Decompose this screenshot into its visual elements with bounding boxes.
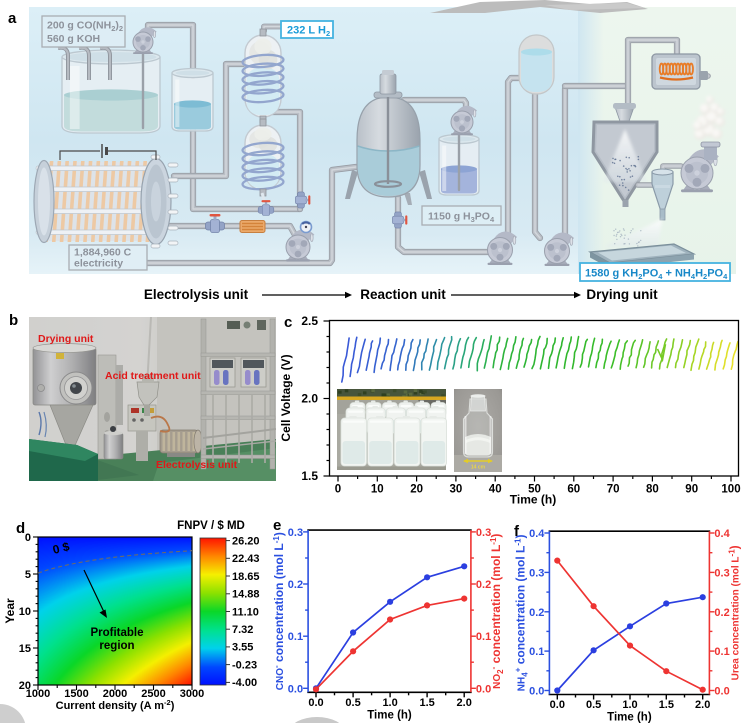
svg-text:90: 90 [685, 484, 698, 496]
svg-text:10: 10 [19, 606, 31, 618]
svg-text:0: 0 [25, 532, 31, 544]
svg-text:15: 15 [19, 643, 31, 655]
svg-text:a: a [8, 10, 17, 27]
svg-text:26.20: 26.20 [232, 535, 260, 547]
svg-text:Time (h): Time (h) [367, 709, 412, 721]
svg-text:7.32: 7.32 [232, 624, 253, 636]
svg-text:0.2: 0.2 [714, 607, 729, 619]
svg-text:560 g KOH: 560 g KOH [47, 33, 100, 45]
svg-text:20: 20 [19, 680, 31, 692]
svg-text:0.1: 0.1 [476, 631, 491, 643]
svg-text:1,884,960 C: 1,884,960 C [74, 247, 132, 259]
svg-text:2500: 2500 [141, 688, 165, 700]
svg-text:1.5: 1.5 [420, 697, 435, 709]
svg-text:Acid treatment unit: Acid treatment unit [105, 370, 201, 382]
svg-text:Time (h): Time (h) [607, 712, 652, 723]
svg-text:1000: 1000 [26, 688, 50, 700]
svg-text:Drying unit: Drying unit [38, 333, 94, 345]
svg-text:0.4: 0.4 [529, 528, 545, 540]
svg-text:1.0: 1.0 [382, 697, 397, 709]
svg-text:electricity: electricity [74, 258, 123, 270]
svg-text:2000: 2000 [103, 688, 127, 700]
svg-text:232 L H2​: 232 L H2​ [287, 25, 330, 39]
svg-text:Current density (A m-2): Current density (A m-2) [56, 698, 175, 712]
svg-text:0.0: 0.0 [476, 683, 491, 695]
svg-text:200 g CO(NH2​)2​: 200 g CO(NH2​)2​ [47, 20, 123, 34]
svg-text:3000: 3000 [180, 688, 204, 700]
svg-text:80: 80 [646, 484, 659, 496]
svg-text:1.0: 1.0 [622, 699, 637, 711]
svg-text:0.0: 0.0 [550, 699, 565, 711]
svg-text:11.10: 11.10 [232, 606, 259, 618]
svg-text:Electrolysis unit: Electrolysis unit [144, 287, 249, 302]
svg-text:1.5: 1.5 [659, 699, 674, 711]
svg-text:-0.23: -0.23 [232, 659, 257, 671]
svg-text:0.1: 0.1 [714, 646, 729, 658]
svg-text:14.88: 14.88 [232, 589, 260, 601]
svg-text:14 cm: 14 cm [471, 465, 486, 471]
svg-text:Cell Voltage (V): Cell Voltage (V) [279, 354, 293, 441]
svg-text:22.43: 22.43 [232, 553, 260, 565]
svg-text:60: 60 [567, 484, 580, 496]
svg-text:1500: 1500 [64, 688, 88, 700]
svg-text:0.2: 0.2 [529, 607, 544, 619]
svg-text:d: d [16, 520, 25, 537]
svg-text:20: 20 [410, 484, 423, 496]
svg-text:NH4+ concentration (mol L-1): NH4+ concentration (mol L-1) [513, 534, 529, 691]
svg-text:0.1: 0.1 [529, 646, 544, 658]
svg-text:50: 50 [528, 484, 541, 496]
svg-text:Time (h): Time (h) [510, 493, 556, 507]
svg-text:0.2: 0.2 [476, 579, 491, 591]
svg-text:Reaction unit: Reaction unit [360, 287, 446, 302]
svg-text:10: 10 [371, 484, 384, 496]
svg-text:0: 0 [335, 484, 341, 496]
svg-text:0.0: 0.0 [714, 686, 729, 698]
svg-text:0.3: 0.3 [714, 567, 729, 579]
svg-text:0.3: 0.3 [529, 567, 544, 579]
svg-text:0.3: 0.3 [476, 527, 491, 539]
svg-text:5: 5 [25, 569, 31, 581]
svg-text:0.1: 0.1 [288, 631, 303, 643]
svg-text:100: 100 [721, 484, 740, 496]
svg-text:2.0: 2.0 [301, 392, 318, 406]
svg-text:f: f [514, 523, 520, 540]
svg-text:0.3: 0.3 [288, 527, 303, 539]
svg-text:30: 30 [450, 484, 463, 496]
svg-text:18.65: 18.65 [232, 571, 260, 583]
svg-text:70: 70 [607, 484, 620, 496]
svg-text:0.0: 0.0 [529, 686, 544, 698]
svg-text:0.4: 0.4 [714, 528, 730, 540]
svg-text:0.5: 0.5 [586, 699, 601, 711]
svg-text:1150 g H3​PO4​: 1150 g H3​PO4​ [428, 211, 495, 225]
svg-text:CNO- concentration (mol L-1): CNO- concentration (mol L-1) [272, 532, 286, 690]
svg-text:c: c [284, 314, 292, 331]
svg-text:region: region [99, 640, 134, 652]
svg-text:1580 g KH2​PO4​ + NH4​H2​PO4​: 1580 g KH2​PO4​ + NH4​H2​PO4​ [585, 268, 728, 282]
svg-text:Urea concentration (mol L-1): Urea concentration (mol L-1) [727, 545, 741, 680]
svg-text:0.2: 0.2 [288, 579, 303, 591]
svg-text:NO2- concentration (mol L-1): NO2- concentration (mol L-1) [489, 534, 505, 689]
svg-text:2.5: 2.5 [301, 314, 318, 328]
svg-text:Drying unit: Drying unit [586, 287, 658, 302]
svg-text:2.0: 2.0 [457, 697, 472, 709]
svg-text:Electrolysis unit: Electrolysis unit [156, 459, 238, 471]
svg-text:1.5: 1.5 [301, 469, 318, 483]
svg-text:FNPV / $ MD: FNPV / $ MD [177, 520, 245, 532]
svg-text:Profitable: Profitable [90, 627, 143, 639]
svg-text:0 $: 0 $ [51, 539, 71, 557]
svg-text:3.55: 3.55 [232, 642, 253, 654]
svg-text:-4.00: -4.00 [232, 677, 257, 689]
svg-text:0.0: 0.0 [288, 683, 303, 695]
svg-text:Year: Year [3, 598, 17, 624]
svg-text:40: 40 [489, 484, 502, 496]
svg-text:2.0: 2.0 [695, 699, 710, 711]
svg-text:0.5: 0.5 [345, 697, 360, 709]
svg-text:e: e [273, 517, 281, 534]
svg-text:0.0: 0.0 [308, 697, 323, 709]
